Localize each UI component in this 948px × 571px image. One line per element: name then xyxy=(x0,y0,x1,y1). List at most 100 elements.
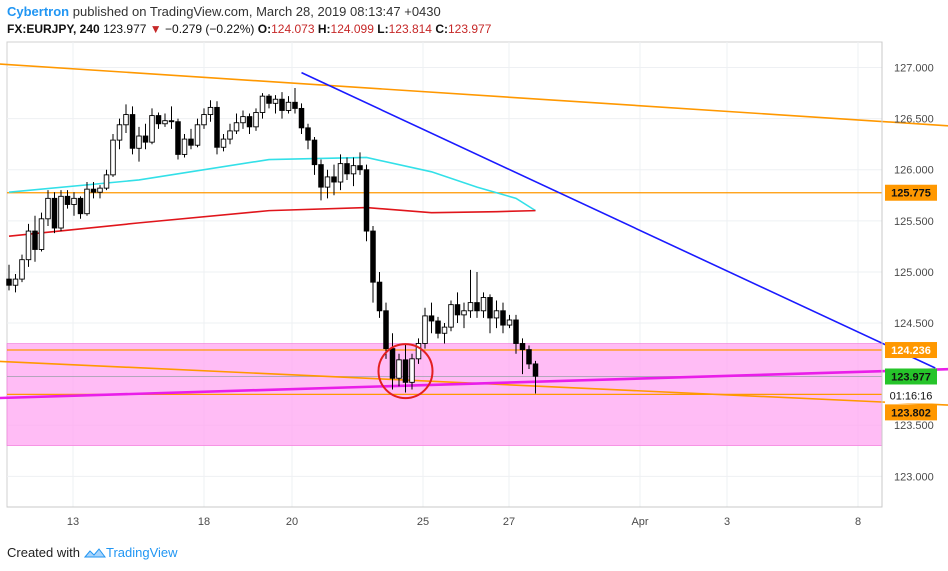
candle-body xyxy=(233,122,240,132)
candle-body xyxy=(259,95,266,113)
current-price-label: 123.977 xyxy=(891,371,931,383)
candle-body xyxy=(376,281,383,312)
candle-body xyxy=(285,101,292,111)
level-125775-label-bg xyxy=(885,184,937,201)
candle-body xyxy=(266,95,272,104)
level-124236-label: 124.236 xyxy=(891,345,931,357)
candle-body xyxy=(357,165,363,171)
candle-body xyxy=(500,310,506,326)
candle-body xyxy=(162,120,168,125)
low-value: 123.814 xyxy=(388,22,432,36)
x-tick-label: Apr xyxy=(631,516,648,528)
candle-body xyxy=(506,319,513,326)
candle-body xyxy=(435,320,441,334)
y-tick-label: 125.500 xyxy=(894,216,934,228)
candle-body xyxy=(77,197,84,215)
candle-body xyxy=(428,315,435,322)
candle-body xyxy=(383,310,389,350)
candle-body xyxy=(422,315,428,344)
tradingview-brand: TradingView xyxy=(105,545,178,560)
candle-body xyxy=(253,112,259,128)
published-text: published on TradingView.com, March 28, … xyxy=(72,4,441,19)
moving-average-line xyxy=(8,156,536,212)
current-price-label-bg xyxy=(885,368,937,385)
candle-body xyxy=(71,197,77,205)
candle-body xyxy=(467,302,474,312)
candle-body xyxy=(129,114,136,149)
symbol-label: FX:EURJPY, 240 xyxy=(7,22,100,36)
trend-lines xyxy=(0,63,948,406)
candle-body xyxy=(344,163,350,175)
candle-body xyxy=(32,230,38,250)
candle-body xyxy=(415,343,422,360)
candles xyxy=(6,87,539,394)
countdown-bg xyxy=(885,387,937,404)
candle-body xyxy=(116,124,123,141)
level-123802-label-bg xyxy=(885,404,937,421)
y-tick-label: 123.500 xyxy=(894,420,934,432)
candle-body xyxy=(84,188,90,215)
candle-body xyxy=(175,121,181,155)
candle-body xyxy=(181,138,188,155)
candle-body xyxy=(38,218,45,250)
open-value: 124.073 xyxy=(271,22,315,36)
annotation xyxy=(377,343,434,400)
candle-body xyxy=(389,348,396,379)
publish-line: Cybertron published on TradingView.com, … xyxy=(7,4,441,19)
candle-body xyxy=(168,120,175,123)
candle-body xyxy=(493,310,500,319)
candle-body xyxy=(487,297,493,319)
candle-body xyxy=(461,310,467,316)
candle-body xyxy=(155,115,162,125)
y-tick-label: 126.500 xyxy=(894,114,934,126)
symbol-line: FX:EURJPY, 240 123.977 ▼ −0.279 (−0.22%)… xyxy=(7,22,491,36)
candle-body xyxy=(220,138,227,148)
last-price: 123.977 xyxy=(103,22,147,36)
countdown-label: 01:16:16 xyxy=(890,390,933,402)
level-125775-label: 125.775 xyxy=(891,188,931,200)
trend-line xyxy=(0,360,948,406)
y-tick-label: 123.000 xyxy=(894,471,934,483)
candle-body xyxy=(25,230,32,261)
candle-body xyxy=(207,106,214,116)
open-label: O: xyxy=(257,22,272,36)
candle-body xyxy=(272,98,279,104)
candle-body xyxy=(331,176,337,183)
y-tick-label: 125.000 xyxy=(894,267,934,279)
candle-body xyxy=(337,163,344,183)
candle-body xyxy=(519,343,526,351)
candle-body xyxy=(363,169,370,232)
candle-body xyxy=(51,197,58,229)
candle-body xyxy=(474,302,480,312)
candle-body xyxy=(454,304,461,316)
candle-body xyxy=(513,319,519,344)
candle-body xyxy=(532,363,539,377)
y-tick-label: 124.500 xyxy=(894,318,934,330)
level-124236-label-bg xyxy=(885,342,937,359)
high-label: H: xyxy=(317,22,331,36)
y-tick-label: 127.000 xyxy=(894,63,934,75)
close-label: C: xyxy=(435,22,448,36)
candle-body xyxy=(370,230,376,283)
candle-body xyxy=(19,259,25,280)
price-change: −0.279 (−0.22%) xyxy=(165,22,255,36)
candle-body xyxy=(149,115,155,143)
footer: Created with TradingView xyxy=(7,545,178,560)
created-with-text: Created with xyxy=(7,545,80,560)
candle-body xyxy=(227,130,233,140)
candle-body xyxy=(136,135,142,149)
candle-body xyxy=(311,139,318,166)
y-tick-label: 126.000 xyxy=(894,165,934,177)
tradingview-link[interactable]: TradingView xyxy=(83,545,178,560)
close-value: 123.977 xyxy=(448,22,492,36)
candle-body xyxy=(90,188,97,193)
candle-body xyxy=(201,114,207,126)
high-value: 124.099 xyxy=(330,22,374,36)
level-123802-label: 123.802 xyxy=(891,407,931,419)
trend-line xyxy=(0,63,948,127)
author-link[interactable]: Cybertron xyxy=(7,4,70,19)
candle-body xyxy=(123,114,129,126)
tradingview-logo-icon xyxy=(83,547,106,557)
